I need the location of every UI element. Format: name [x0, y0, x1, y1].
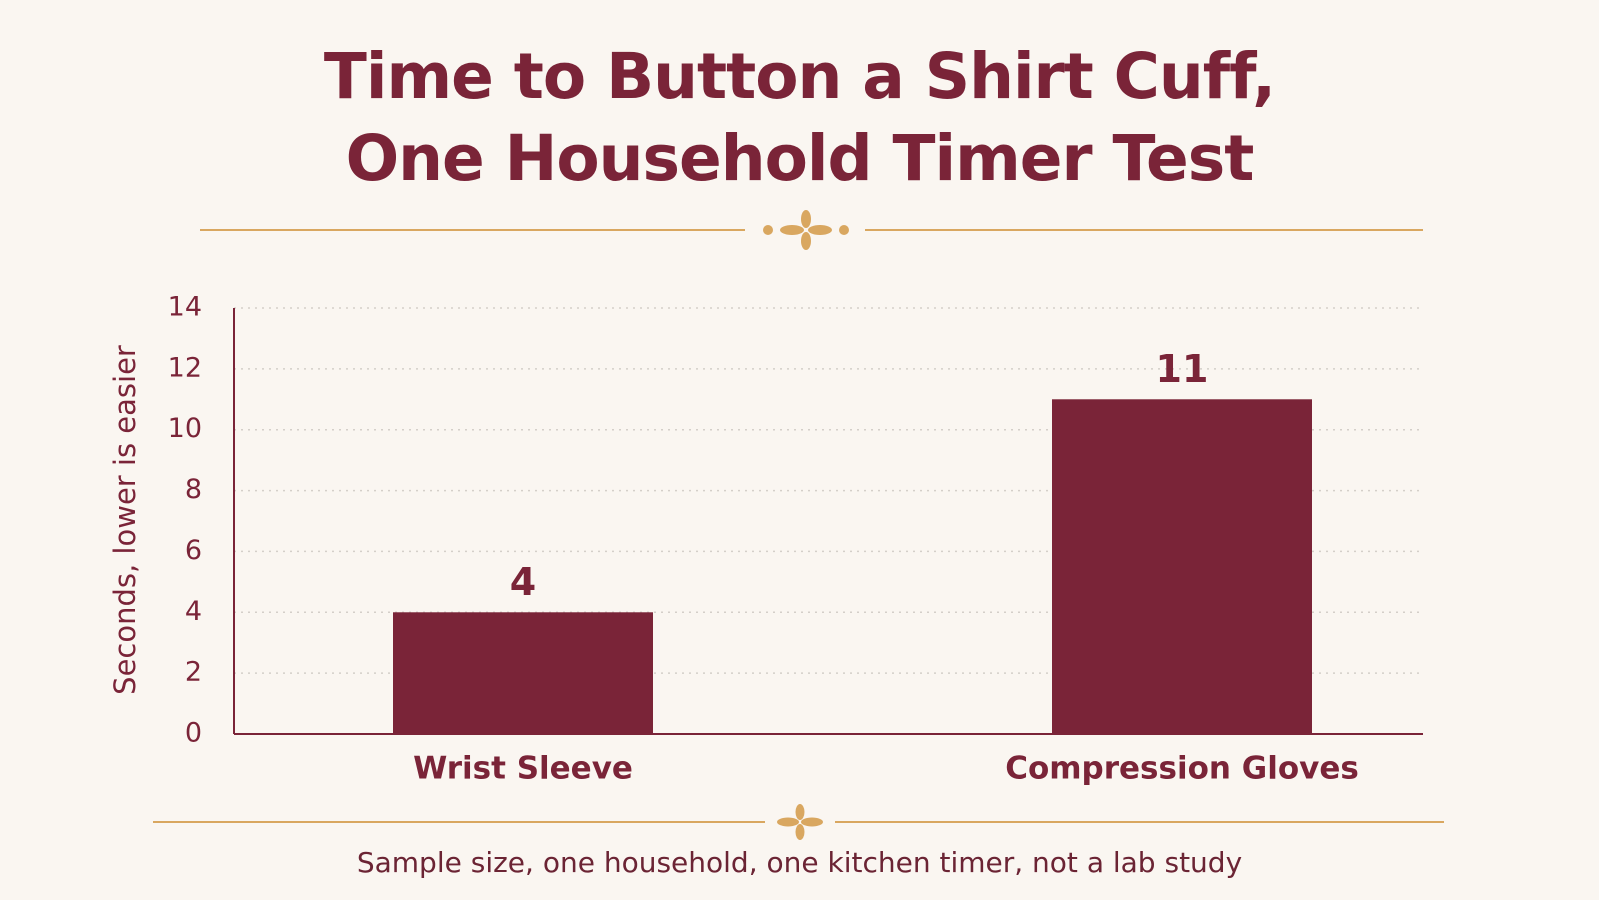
y-tick-label: 6: [185, 535, 202, 566]
footnote: Sample size, one household, one kitchen …: [356, 846, 1243, 879]
top-divider: [200, 210, 1423, 250]
y-tick-label: 4: [185, 596, 202, 627]
bottom-divider: [153, 804, 1444, 840]
y-tick-label: 14: [168, 292, 202, 323]
y-axis-label: Seconds, lower is easier: [108, 345, 142, 695]
bar-value-label: 11: [1156, 347, 1209, 391]
x-tick-label: Wrist Sleeve: [413, 751, 633, 787]
y-tick-labels: 0 2 4 6 8 10 12 14: [168, 292, 202, 749]
bar-value-label: 4: [510, 560, 536, 604]
data-labels: 4 11: [510, 347, 1209, 604]
y-tick-label: 10: [168, 413, 202, 444]
chart-title-line-2: One Household Timer Test: [345, 122, 1255, 195]
bar-wrist-sleeve: [393, 612, 653, 734]
y-tick-label: 12: [168, 352, 202, 383]
bar-compression-gloves: [1052, 399, 1312, 734]
top-flourish-ornament-icon: [763, 210, 849, 250]
y-tick-label: 0: [185, 718, 202, 749]
x-tick-labels: Wrist Sleeve Compression Gloves: [413, 751, 1359, 787]
axes: [233, 308, 1423, 735]
bottom-flourish-ornament-icon: [777, 804, 823, 840]
chart-title: Time to Button a Shirt Cuff, One Househo…: [0, 36, 1599, 200]
y-tick-label: 2: [185, 657, 202, 688]
bars: [393, 399, 1312, 734]
x-tick-label: Compression Gloves: [1005, 751, 1359, 787]
y-tick-label: 8: [185, 474, 202, 505]
chart-title-line-1: Time to Button a Shirt Cuff,: [323, 40, 1276, 113]
